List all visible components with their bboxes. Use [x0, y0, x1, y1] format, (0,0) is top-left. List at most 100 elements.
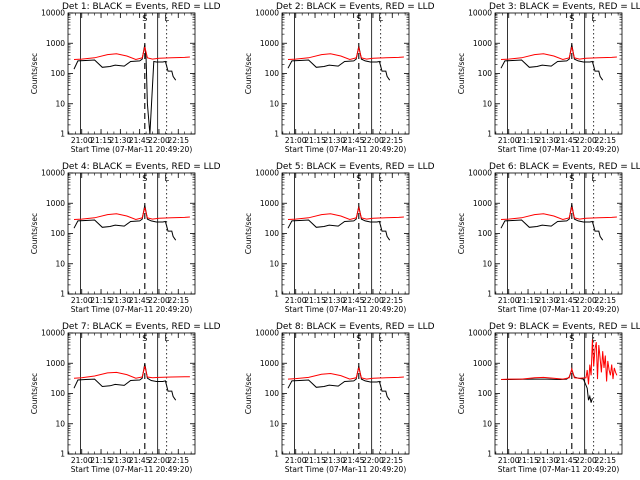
x-axis-label: Start Time (07-Mar-11 20:49:20) [498, 465, 620, 474]
series-events [287, 206, 391, 241]
marker-s: S [356, 334, 361, 343]
x-tick-label: 22:15 [167, 296, 189, 305]
x-tick-label: 21:15 [517, 136, 539, 145]
x-tick-label: 21:00 [498, 296, 520, 305]
series-lld [500, 206, 617, 221]
x-axis-label: Start Time (07-Mar-11 20:49:20) [71, 465, 193, 474]
plot-frame [494, 332, 623, 455]
y-tick-label: 10000 [41, 169, 65, 178]
x-tick-label: 22:15 [594, 296, 616, 305]
x-tick-label: 22:00 [575, 296, 597, 305]
marker-l: L [164, 334, 169, 343]
panel-det-7: Det 7: BLACK = Events, RED = LLD 1 10 100 10… [30, 322, 221, 474]
x-axis-label: Start Time (07-Mar-11 20:49:20) [285, 465, 407, 474]
x-tick-label: 21:00 [285, 296, 307, 305]
series-lld [73, 366, 190, 379]
y-tick-label: 10 [482, 419, 492, 428]
y-tick-label: 100 [51, 389, 66, 398]
x-tick-label: 21:45 [129, 136, 151, 145]
x-tick-label: 21:00 [71, 136, 93, 145]
x-tick-label: 21:45 [556, 296, 578, 305]
panel-title: Det 3: BLACK = Events, RED = LLD [489, 2, 640, 12]
x-tick-label: 22:15 [381, 136, 403, 145]
y-tick-label: 10 [55, 99, 65, 108]
y-tick-label: 1000 [260, 199, 279, 208]
y-tick-label: 1000 [473, 39, 492, 48]
x-tick-label: 21:15 [517, 296, 539, 305]
plot-frame [494, 12, 623, 135]
y-tick-label: 1000 [260, 359, 279, 368]
plot-frame [67, 172, 196, 295]
y-tick-label: 10 [269, 419, 279, 428]
x-tick-label: 21:45 [556, 456, 578, 465]
y-tick-label: 10000 [255, 9, 279, 18]
x-tick-label: 21:30 [110, 296, 132, 305]
marker-l: L [591, 14, 596, 23]
panel-title: Det 7: BLACK = Events, RED = LLD [62, 322, 221, 332]
series-lld [287, 45, 404, 61]
panel-det-8: Det 8: BLACK = Events, RED = LLD 1 10 100 10… [244, 322, 435, 474]
x-tick-label: 21:45 [343, 456, 365, 465]
series-lld [73, 207, 190, 221]
marker-l: L [378, 14, 383, 23]
plot-frame [281, 332, 410, 455]
x-tick-label: 21:00 [498, 456, 520, 465]
x-tick-label: 21:15 [90, 456, 112, 465]
y-tick-label: 1 [487, 290, 492, 299]
y-axis-label: Counts/sec [457, 53, 466, 94]
x-tick-label: 21:45 [343, 136, 365, 145]
y-tick-label: 10 [55, 419, 65, 428]
x-tick-label: 22:15 [381, 456, 403, 465]
panel-det-1: Det 1: BLACK = Events, RED = LLD 1 10 100 10… [30, 2, 221, 154]
y-axis-label: Counts/sec [244, 53, 253, 94]
plot-frame [281, 172, 410, 295]
series-lld [287, 205, 404, 221]
marker-s: S [569, 334, 574, 343]
y-tick-label: 1 [60, 130, 65, 139]
panel-title: Det 5: BLACK = Events, RED = LLD [276, 162, 435, 172]
panel-det-4: Det 4: BLACK = Events, RED = LLD 1 10 100 10… [30, 162, 221, 314]
x-tick-label: 22:00 [148, 136, 170, 145]
marker-l: L [164, 174, 169, 183]
y-axis-label: Counts/sec [30, 213, 39, 254]
panel-title: Det 8: BLACK = Events, RED = LLD [276, 322, 435, 332]
y-tick-label: 10000 [255, 329, 279, 338]
y-tick-label: 100 [265, 389, 280, 398]
panel-det-3: Det 3: BLACK = Events, RED = LLD 1 10 100 10… [457, 2, 640, 154]
y-tick-label: 1 [274, 130, 279, 139]
x-tick-label: 21:45 [343, 296, 365, 305]
y-tick-label: 10 [55, 259, 65, 268]
y-axis-label: Counts/sec [30, 373, 39, 414]
y-tick-label: 100 [265, 229, 280, 238]
x-axis-label: Start Time (07-Mar-11 20:49:20) [498, 305, 620, 314]
x-axis-label: Start Time (07-Mar-11 20:49:20) [285, 305, 407, 314]
plot-frame [67, 12, 196, 135]
series-lld [287, 367, 404, 380]
x-tick-label: 21:15 [90, 296, 112, 305]
marker-l: L [164, 14, 169, 23]
marker-s: S [569, 174, 574, 183]
x-tick-label: 22:15 [594, 136, 616, 145]
y-tick-label: 1 [60, 450, 65, 459]
y-tick-label: 10 [269, 99, 279, 108]
x-tick-label: 21:45 [129, 456, 151, 465]
y-axis-label: Counts/sec [30, 53, 39, 94]
y-axis-label: Counts/sec [457, 213, 466, 254]
y-tick-label: 1 [60, 290, 65, 299]
plot-frame [67, 332, 196, 455]
y-tick-label: 1000 [260, 39, 279, 48]
x-tick-label: 21:15 [304, 136, 326, 145]
series-events [73, 363, 177, 401]
x-axis-label: Start Time (07-Mar-11 20:49:20) [498, 145, 620, 154]
series-events [287, 46, 391, 81]
marker-s: S [356, 174, 361, 183]
series-lld [73, 46, 190, 61]
x-tick-label: 22:00 [575, 456, 597, 465]
x-tick-label: 21:30 [537, 296, 559, 305]
y-tick-label: 1000 [473, 199, 492, 208]
y-tick-label: 10 [482, 99, 492, 108]
x-tick-label: 21:30 [537, 136, 559, 145]
x-tick-label: 21:30 [537, 456, 559, 465]
series-events [73, 205, 177, 241]
marker-l: L [591, 334, 596, 343]
